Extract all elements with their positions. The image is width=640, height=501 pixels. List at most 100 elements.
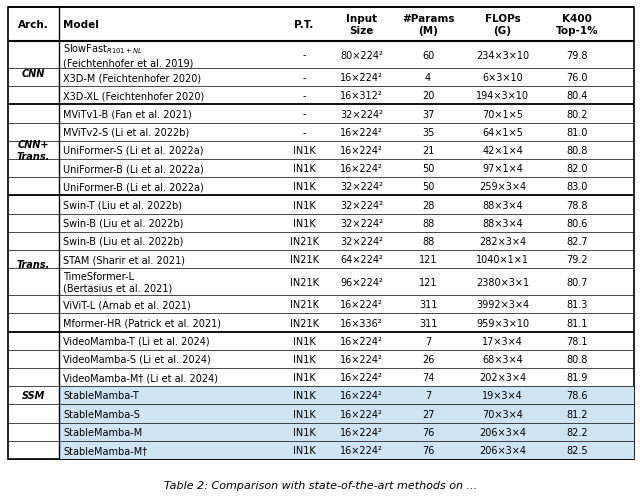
Text: 32×224²: 32×224² bbox=[340, 236, 383, 246]
Text: 70×1×5: 70×1×5 bbox=[482, 109, 523, 119]
Text: IN1K: IN1K bbox=[292, 164, 316, 174]
Text: IN1K: IN1K bbox=[292, 391, 316, 400]
Text: 16×224²: 16×224² bbox=[340, 354, 383, 364]
Text: TimeSformer-L
(Bertasius et al. 2021): TimeSformer-L (Bertasius et al. 2021) bbox=[63, 271, 173, 293]
Text: 16×336²: 16×336² bbox=[340, 318, 383, 328]
Text: Mformer-HR (Patrick et al. 2021): Mformer-HR (Patrick et al. 2021) bbox=[63, 318, 221, 328]
Text: 20: 20 bbox=[422, 91, 434, 101]
Text: IN21K: IN21K bbox=[289, 255, 319, 265]
Text: Input
Size: Input Size bbox=[346, 14, 377, 36]
Text: 76: 76 bbox=[422, 445, 434, 455]
Text: IN1K: IN1K bbox=[292, 372, 316, 382]
Text: 35: 35 bbox=[422, 127, 434, 137]
Text: 202×3×4: 202×3×4 bbox=[479, 372, 526, 382]
Text: StableMamba-M: StableMamba-M bbox=[63, 427, 143, 437]
Text: X3D-M (Feichtenhofer 2020): X3D-M (Feichtenhofer 2020) bbox=[63, 73, 202, 83]
Text: 32×224²: 32×224² bbox=[340, 200, 383, 210]
Text: 81.9: 81.9 bbox=[566, 372, 588, 382]
Text: 42×1×4: 42×1×4 bbox=[482, 146, 523, 156]
Text: 80.2: 80.2 bbox=[566, 109, 588, 119]
Text: 19×3×4: 19×3×4 bbox=[482, 391, 523, 400]
Text: 32×224²: 32×224² bbox=[340, 109, 383, 119]
Text: 27: 27 bbox=[422, 409, 435, 419]
Text: SlowFast$_{R101+NL}$
(Feichtenhofer et al. 2019): SlowFast$_{R101+NL}$ (Feichtenhofer et a… bbox=[63, 42, 194, 69]
Text: 16×224²: 16×224² bbox=[340, 372, 383, 382]
Text: -: - bbox=[302, 127, 306, 137]
Text: IN1K: IN1K bbox=[292, 146, 316, 156]
Text: 81.0: 81.0 bbox=[566, 127, 588, 137]
Text: SSM: SSM bbox=[22, 391, 45, 400]
Text: VideoMamba-S (Li et al. 2024): VideoMamba-S (Li et al. 2024) bbox=[63, 354, 211, 364]
Text: 194×3×10: 194×3×10 bbox=[476, 91, 529, 101]
Bar bbox=[60, 423, 634, 441]
Text: 76.0: 76.0 bbox=[566, 73, 588, 83]
Text: 32×224²: 32×224² bbox=[340, 218, 383, 228]
Text: 234×3×10: 234×3×10 bbox=[476, 51, 529, 61]
Text: 79.8: 79.8 bbox=[566, 51, 588, 61]
Text: 81.1: 81.1 bbox=[566, 318, 588, 328]
Text: 83.0: 83.0 bbox=[566, 182, 588, 192]
Text: 80.6: 80.6 bbox=[566, 218, 588, 228]
Text: 311: 311 bbox=[419, 318, 437, 328]
Text: 16×224²: 16×224² bbox=[340, 146, 383, 156]
Text: 82.5: 82.5 bbox=[566, 445, 588, 455]
Text: 68×3×4: 68×3×4 bbox=[482, 354, 523, 364]
Text: K400
Top-1%: K400 Top-1% bbox=[556, 14, 598, 36]
Text: StableMamba-M†: StableMamba-M† bbox=[63, 445, 147, 455]
Text: 81.2: 81.2 bbox=[566, 409, 588, 419]
Text: 6×3×10: 6×3×10 bbox=[482, 73, 523, 83]
Text: IN1K: IN1K bbox=[292, 409, 316, 419]
Text: 88: 88 bbox=[422, 236, 434, 246]
Text: 4: 4 bbox=[425, 73, 431, 83]
Text: P.T.: P.T. bbox=[294, 20, 314, 30]
Text: -: - bbox=[302, 51, 306, 61]
Text: 259×3×4: 259×3×4 bbox=[479, 182, 526, 192]
Text: 70×3×4: 70×3×4 bbox=[482, 409, 523, 419]
Text: Arch.: Arch. bbox=[19, 20, 49, 30]
Text: 82.2: 82.2 bbox=[566, 427, 588, 437]
Text: 64×224²: 64×224² bbox=[340, 255, 383, 265]
Text: 80.7: 80.7 bbox=[566, 277, 588, 287]
Text: 96×224²: 96×224² bbox=[340, 277, 383, 287]
Text: 7: 7 bbox=[425, 336, 431, 346]
Text: X3D-XL (Feichtenhofer 2020): X3D-XL (Feichtenhofer 2020) bbox=[63, 91, 205, 101]
Text: 78.6: 78.6 bbox=[566, 391, 588, 400]
Text: IN21K: IN21K bbox=[289, 300, 319, 310]
Text: 82.7: 82.7 bbox=[566, 236, 588, 246]
Bar bbox=[60, 441, 634, 459]
Text: 1040×1×1: 1040×1×1 bbox=[476, 255, 529, 265]
Text: MViTv1-B (Fan et al. 2021): MViTv1-B (Fan et al. 2021) bbox=[63, 109, 192, 119]
Text: VideoMamba-M† (Li et al. 2024): VideoMamba-M† (Li et al. 2024) bbox=[63, 372, 218, 382]
Text: UniFormer-S (Li et al. 2022a): UniFormer-S (Li et al. 2022a) bbox=[63, 146, 204, 156]
Text: 16×224²: 16×224² bbox=[340, 336, 383, 346]
Text: 311: 311 bbox=[419, 300, 437, 310]
Text: STAM (Sharir et al. 2021): STAM (Sharir et al. 2021) bbox=[63, 255, 186, 265]
Text: ViViT-L (Arnab et al. 2021): ViViT-L (Arnab et al. 2021) bbox=[63, 300, 191, 310]
Text: 60: 60 bbox=[422, 51, 434, 61]
Text: 16×224²: 16×224² bbox=[340, 427, 383, 437]
Text: UniFormer-B (Li et al. 2022a): UniFormer-B (Li et al. 2022a) bbox=[63, 164, 204, 174]
Text: 88: 88 bbox=[422, 218, 434, 228]
Text: IN1K: IN1K bbox=[292, 427, 316, 437]
Text: 17×3×4: 17×3×4 bbox=[482, 336, 523, 346]
Text: 97×1×4: 97×1×4 bbox=[482, 164, 523, 174]
Text: IN1K: IN1K bbox=[292, 182, 316, 192]
Text: 121: 121 bbox=[419, 255, 437, 265]
Bar bbox=[60, 405, 634, 423]
Text: -: - bbox=[302, 91, 306, 101]
Text: 16×312²: 16×312² bbox=[340, 91, 383, 101]
Text: Swin-B (Liu et al. 2022b): Swin-B (Liu et al. 2022b) bbox=[63, 236, 184, 246]
Text: 16×224²: 16×224² bbox=[340, 73, 383, 83]
Text: 32×224²: 32×224² bbox=[340, 182, 383, 192]
Text: 88×3×4: 88×3×4 bbox=[482, 200, 523, 210]
Text: 80.8: 80.8 bbox=[566, 146, 588, 156]
Text: 26: 26 bbox=[422, 354, 434, 364]
Text: 64×1×5: 64×1×5 bbox=[482, 127, 523, 137]
Text: IN21K: IN21K bbox=[289, 277, 319, 287]
Text: 81.3: 81.3 bbox=[566, 300, 588, 310]
Text: 37: 37 bbox=[422, 109, 434, 119]
Text: 282×3×4: 282×3×4 bbox=[479, 236, 526, 246]
Text: StableMamba-S: StableMamba-S bbox=[63, 409, 140, 419]
Text: VideoMamba-T (Li et al. 2024): VideoMamba-T (Li et al. 2024) bbox=[63, 336, 210, 346]
Text: 88×3×4: 88×3×4 bbox=[482, 218, 523, 228]
